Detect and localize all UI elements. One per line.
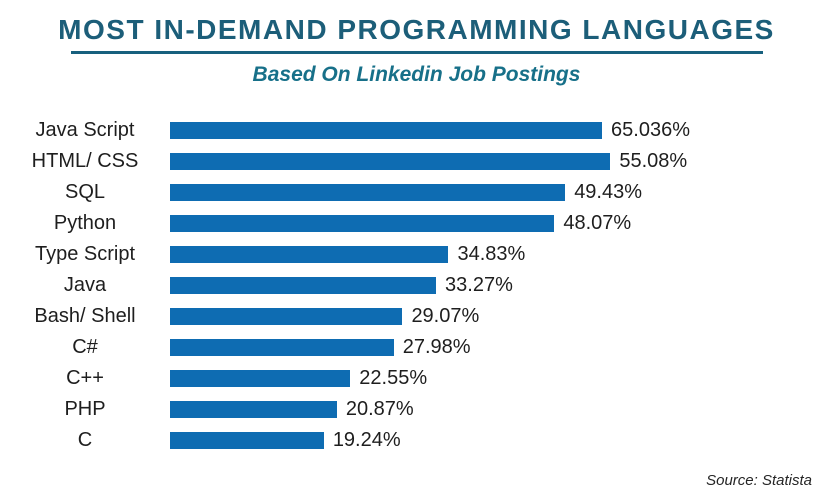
category-label: HTML/ CSS	[31, 150, 139, 172]
value-label: 27.98%	[402, 336, 471, 358]
chart-row: SQL 49.43%	[0, 177, 833, 208]
bar	[170, 339, 394, 356]
value-label: 34.83%	[457, 243, 526, 265]
value-label: 20.87%	[345, 398, 414, 420]
value-label: 29.07%	[411, 305, 480, 327]
bar	[170, 122, 603, 139]
category-label: Bash/ Shell	[34, 305, 136, 327]
category-label: SQL	[64, 181, 106, 203]
category-label: C#	[72, 336, 98, 358]
bar-track: 34.83%	[170, 239, 690, 270]
bar-track: 20.87%	[170, 394, 690, 425]
value-label: 65.036%	[611, 119, 690, 141]
source-attribution: Source: Statista	[706, 472, 812, 489]
title-underline	[70, 51, 763, 54]
chart-row: Java 33.27%	[0, 270, 833, 301]
chart-row: C++ 22.55%	[0, 363, 833, 394]
bar	[170, 277, 437, 294]
value-label: 33.27%	[445, 274, 513, 296]
chart-row: PHP 20.87%	[0, 394, 833, 425]
page-subtitle: Based On Linkedin Job Postings	[252, 63, 581, 86]
chart-row: Python 48.07%	[0, 208, 833, 239]
category-label: Python	[53, 212, 117, 234]
bar-track: 48.07%	[170, 208, 690, 239]
bar	[170, 401, 337, 418]
bar	[170, 370, 351, 387]
category-label: Java	[63, 274, 107, 296]
bar-chart: Java Script 65.036% HTML/ CSS 55.08% SQL…	[0, 115, 833, 456]
value-label: 19.24%	[332, 429, 401, 451]
bar	[170, 215, 555, 232]
bar-track: 27.98%	[170, 332, 690, 363]
category-label: Java Script	[35, 119, 135, 141]
category-label: C	[77, 429, 93, 451]
chart-row: HTML/ CSS 55.08%	[0, 146, 833, 177]
bar-track: 22.55%	[170, 363, 690, 394]
chart-row: Java Script 65.036%	[0, 115, 833, 146]
chart-row: C# 27.98%	[0, 332, 833, 363]
bar	[170, 246, 449, 263]
chart-row: Bash/ Shell 29.07%	[0, 301, 833, 332]
bar	[170, 184, 566, 201]
category-label: PHP	[64, 398, 106, 420]
value-label: 55.08%	[619, 150, 688, 172]
bar	[170, 153, 611, 170]
category-label: C++	[66, 367, 104, 389]
bar	[170, 432, 324, 449]
bar	[170, 308, 403, 325]
bar-track: 49.43%	[170, 177, 690, 208]
value-label: 48.07%	[563, 212, 632, 234]
chart-row: C 19.24%	[0, 425, 833, 456]
category-label: Type Script	[34, 243, 136, 265]
chart-row: Type Script 34.83%	[0, 239, 833, 270]
page-title: MOST IN-DEMAND PROGRAMMING LANGUAGES	[58, 14, 775, 45]
chart-header: MOST IN-DEMAND PROGRAMMING LANGUAGES Bas…	[0, 0, 833, 88]
value-label: 49.43%	[574, 181, 643, 203]
value-label: 22.55%	[359, 367, 428, 389]
bar-track: 65.036%	[170, 115, 690, 146]
bar-track: 33.27%	[170, 270, 690, 301]
bar-track: 19.24%	[170, 425, 690, 456]
bar-track: 55.08%	[170, 146, 690, 177]
bar-track: 29.07%	[170, 301, 690, 332]
